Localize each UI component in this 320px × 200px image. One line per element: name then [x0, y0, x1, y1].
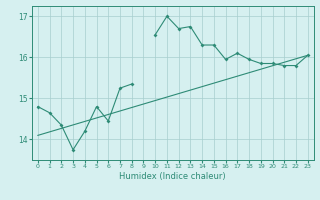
- X-axis label: Humidex (Indice chaleur): Humidex (Indice chaleur): [119, 172, 226, 181]
